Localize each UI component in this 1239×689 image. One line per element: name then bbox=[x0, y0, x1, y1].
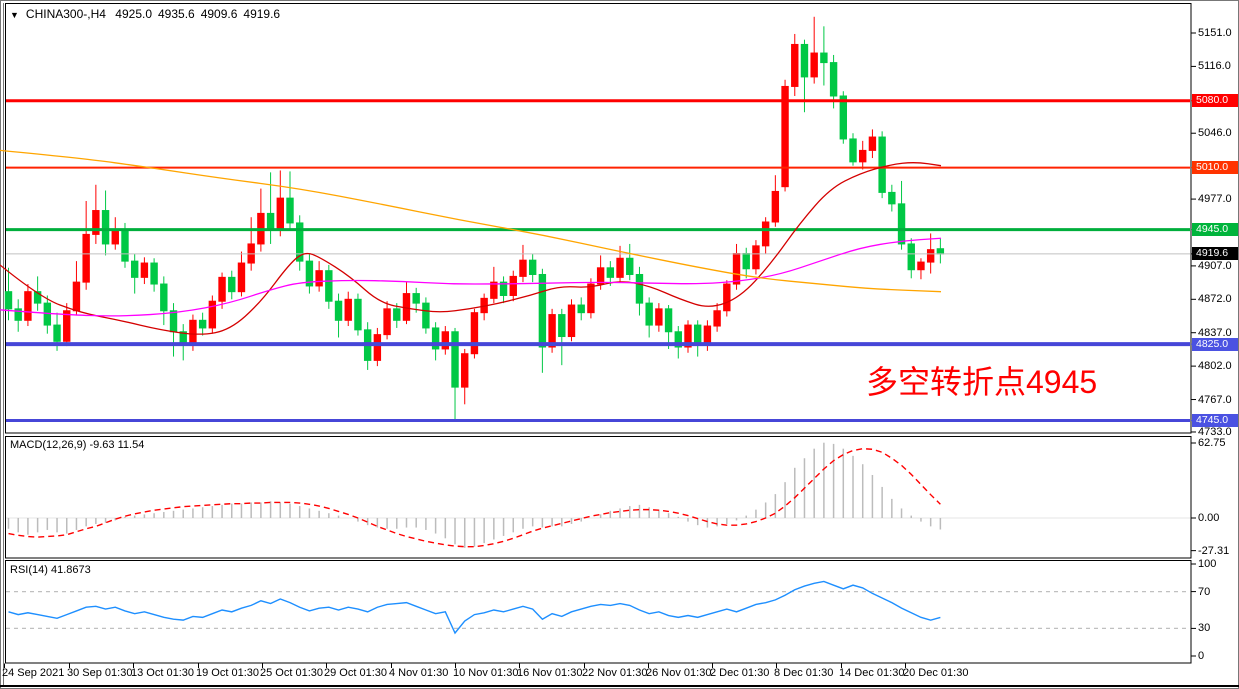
price-tick-label: 4977.0 bbox=[1198, 193, 1232, 206]
trend-annotation[interactable]: 多空转折点4945 bbox=[866, 364, 1098, 400]
price-badge: 4825.0 bbox=[1192, 337, 1238, 351]
date-label: 30 Sep 01:30 bbox=[67, 667, 133, 679]
price-badge: 4919.6 bbox=[1192, 247, 1238, 261]
date-label: 29 Oct 01:30 bbox=[324, 667, 387, 679]
date-label: 24 Sep 2021 bbox=[2, 667, 65, 679]
date-label: 26 Nov 01:30 bbox=[646, 667, 712, 679]
ma-slow-line bbox=[0, 149, 942, 293]
price-tick-label: 4837.0 bbox=[1198, 326, 1232, 339]
bottom-border bbox=[0, 685, 1239, 687]
macd-axis-ticks bbox=[1191, 442, 1196, 552]
price-badge: 5080.0 bbox=[1192, 94, 1238, 108]
date-label: 10 Nov 01:30 bbox=[453, 667, 519, 679]
price-tick-label: 5116.0 bbox=[1198, 60, 1231, 73]
macd-tick-label: 0.00 bbox=[1198, 512, 1220, 524]
price-tick-label: 4802.0 bbox=[1198, 360, 1232, 373]
chart-title: ▼ CHINA300-,H4 4925.0 4935.6 4909.6 4919.6 bbox=[10, 7, 286, 21]
rsi-axis-ticks bbox=[1191, 563, 1196, 657]
price-tick-label: 4907.0 bbox=[1198, 259, 1232, 272]
ohlc-low: 4909.6 bbox=[200, 7, 238, 21]
date-label: 14 Dec 01:30 bbox=[839, 667, 905, 679]
date-label: 13 Oct 01:30 bbox=[131, 667, 194, 679]
macd-histogram bbox=[6, 442, 1190, 548]
date-label: 4 Nov 01:30 bbox=[389, 667, 449, 679]
date-label: 19 Oct 01:30 bbox=[196, 667, 259, 679]
ma-fast-line bbox=[0, 162, 942, 335]
rsi-tick-label: 100 bbox=[1198, 558, 1217, 570]
rsi-layer bbox=[6, 580, 1190, 635]
ohlc-open: 4925.0 bbox=[115, 7, 152, 21]
date-label: 20 Dec 01:30 bbox=[903, 667, 969, 679]
ohlc-close: 4919.6 bbox=[243, 7, 281, 21]
rsi-tick-label: 30 bbox=[1198, 622, 1211, 635]
date-axis-ticks bbox=[4, 663, 906, 668]
price-tick-label: 5151.0 bbox=[1198, 27, 1232, 39]
macd-tick-label: -27.31 bbox=[1198, 544, 1230, 557]
ma-mid-line bbox=[0, 237, 942, 317]
symbol-dropdown-icon[interactable]: ▼ bbox=[10, 10, 19, 20]
rsi-line bbox=[8, 580, 941, 635]
rsi-tick-label: 70 bbox=[1198, 585, 1211, 598]
price-tick-label: 4872.0 bbox=[1198, 293, 1232, 306]
date-label: 16 Nov 01:30 bbox=[517, 667, 583, 679]
ohlc-high: 4935.6 bbox=[158, 7, 195, 21]
date-label: 8 Dec 01:30 bbox=[774, 667, 834, 679]
level-lines-layer bbox=[6, 99, 1190, 423]
date-label: 22 Nov 01:30 bbox=[582, 667, 648, 679]
price-tick-label: 4767.0 bbox=[1198, 393, 1232, 406]
macd-label: MACD(12,26,9) -9.63 11.54 bbox=[10, 439, 145, 451]
rsi-tick-label: 0 bbox=[1198, 650, 1205, 662]
price-badge: 4745.0 bbox=[1192, 414, 1238, 428]
price-tick-label: 5046.0 bbox=[1198, 127, 1232, 140]
price-tick-label: 4733.0 bbox=[1198, 425, 1232, 438]
symbol-name: CHINA300-,H4 bbox=[25, 7, 106, 21]
price-axis-ticks bbox=[1191, 32, 1196, 433]
price-badge: 4945.0 bbox=[1192, 223, 1238, 237]
macd-tick-label: 62.75 bbox=[1198, 437, 1226, 449]
rsi-label: RSI(14) 41.8673 bbox=[10, 564, 91, 576]
price-badge: 5010.0 bbox=[1192, 161, 1238, 175]
date-label: 2 Dec 01:30 bbox=[710, 667, 770, 679]
date-label: 25 Oct 01:30 bbox=[260, 667, 323, 679]
candles-layer bbox=[4, 16, 945, 421]
